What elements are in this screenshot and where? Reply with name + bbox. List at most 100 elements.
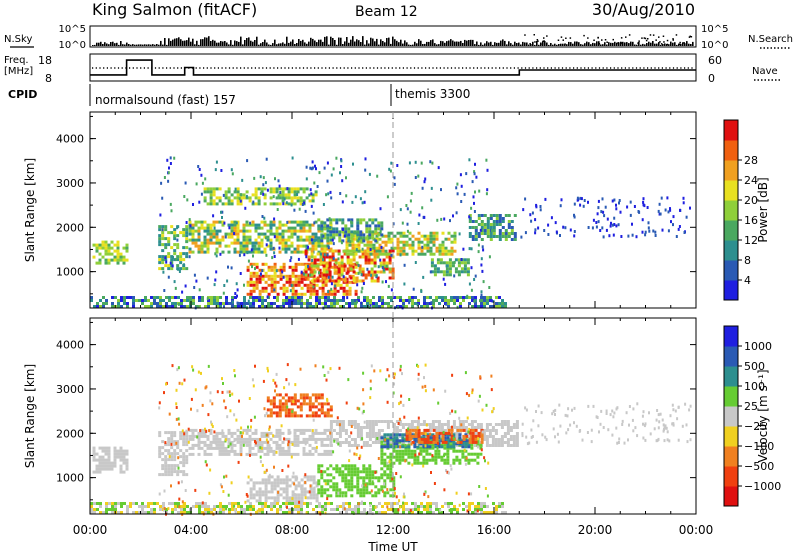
- data-cell: [317, 467, 321, 471]
- data-cell: [285, 280, 289, 284]
- data-cell: [233, 226, 237, 230]
- data-cell: [258, 296, 261, 299]
- data-cell: [293, 393, 297, 397]
- data-cell: [302, 446, 306, 450]
- data-cell: [254, 193, 258, 197]
- nsky-bar: [406, 42, 408, 46]
- data-point: [176, 238, 179, 242]
- power-data: [90, 156, 691, 310]
- data-cell: [314, 399, 318, 403]
- data-point: [641, 230, 644, 234]
- data-point: [184, 284, 187, 288]
- data-cell: [230, 434, 234, 438]
- data-cell: [363, 243, 367, 247]
- data-cell: [387, 231, 391, 235]
- data-cell: [191, 235, 195, 239]
- data-cell: [507, 226, 511, 229]
- data-cell: [317, 408, 321, 412]
- nsky-bar: [216, 42, 218, 46]
- data-point: [595, 221, 598, 224]
- data-cell: [356, 473, 360, 477]
- data-cell: [438, 296, 441, 299]
- data-cell: [261, 502, 264, 505]
- data-cell: [318, 502, 321, 505]
- data-cell: [282, 305, 285, 308]
- data-cell: [185, 458, 189, 462]
- data-point: [236, 288, 239, 292]
- data-cell: [174, 502, 177, 505]
- data-cell: [159, 302, 162, 305]
- data-cell: [373, 261, 377, 265]
- data-cell: [209, 452, 213, 456]
- data-point: [187, 440, 190, 444]
- data-cell: [390, 231, 394, 235]
- data-point: [238, 197, 241, 201]
- nsky-bar: [310, 37, 312, 46]
- data-point: [247, 299, 250, 303]
- data-cell: [239, 241, 243, 245]
- data-point: [580, 197, 583, 201]
- data-cell: [380, 420, 384, 423]
- data-point: [490, 229, 493, 233]
- data-cell: [215, 187, 219, 191]
- data-cell: [362, 464, 366, 468]
- data-cell: [446, 442, 450, 446]
- data-cell: [162, 502, 165, 505]
- data-point: [326, 161, 329, 165]
- data-point: [311, 429, 314, 433]
- data-cell: [273, 262, 277, 266]
- data-cell: [445, 273, 449, 277]
- data-cell: [345, 511, 348, 514]
- data-cell: [248, 449, 252, 453]
- data-cell: [116, 255, 120, 259]
- data-cell: [147, 305, 150, 308]
- data-cell: [495, 235, 499, 238]
- data-cell: [357, 299, 360, 302]
- data-cell: [350, 476, 354, 480]
- data-cell: [402, 302, 405, 305]
- data-cell: [359, 476, 363, 480]
- data-cell: [444, 249, 448, 253]
- data-cell: [361, 267, 365, 271]
- data-cell: [500, 423, 504, 426]
- nsky-bar: [158, 44, 160, 46]
- data-cell: [107, 249, 111, 253]
- data-point: [228, 226, 231, 230]
- nsky-bar: [384, 42, 386, 46]
- data-cell: [111, 508, 114, 511]
- data-cell: [164, 473, 168, 477]
- data-point: [307, 245, 309, 249]
- data-cell: [402, 508, 405, 511]
- data-cell: [429, 508, 432, 511]
- data-point: [315, 167, 317, 171]
- data-cell: [307, 267, 311, 271]
- data-cell: [272, 232, 276, 236]
- data-cell: [444, 299, 447, 302]
- data-point: [440, 217, 443, 221]
- data-cell: [335, 464, 339, 468]
- data-cell: [294, 299, 297, 302]
- data-point: [338, 366, 341, 370]
- data-cell: [272, 396, 276, 400]
- data-cell: [203, 443, 207, 447]
- data-cell: [354, 511, 357, 514]
- data-cell: [319, 255, 323, 259]
- data-cell: [308, 428, 312, 432]
- data-cell: [234, 502, 237, 505]
- data-point: [393, 176, 396, 180]
- data-point: [440, 188, 442, 192]
- data-point: [169, 261, 172, 265]
- data-cell: [365, 485, 369, 489]
- data-point: [613, 216, 616, 220]
- data-cell: [322, 273, 326, 277]
- data-cell: [317, 244, 321, 248]
- data-point: [272, 246, 275, 250]
- data-cell: [345, 277, 349, 281]
- data-cell: [159, 508, 162, 511]
- data-cell: [447, 431, 451, 435]
- data-cell: [498, 223, 502, 226]
- data-cell: [373, 258, 377, 262]
- data-cell: [458, 426, 462, 429]
- data-cell: [245, 229, 249, 233]
